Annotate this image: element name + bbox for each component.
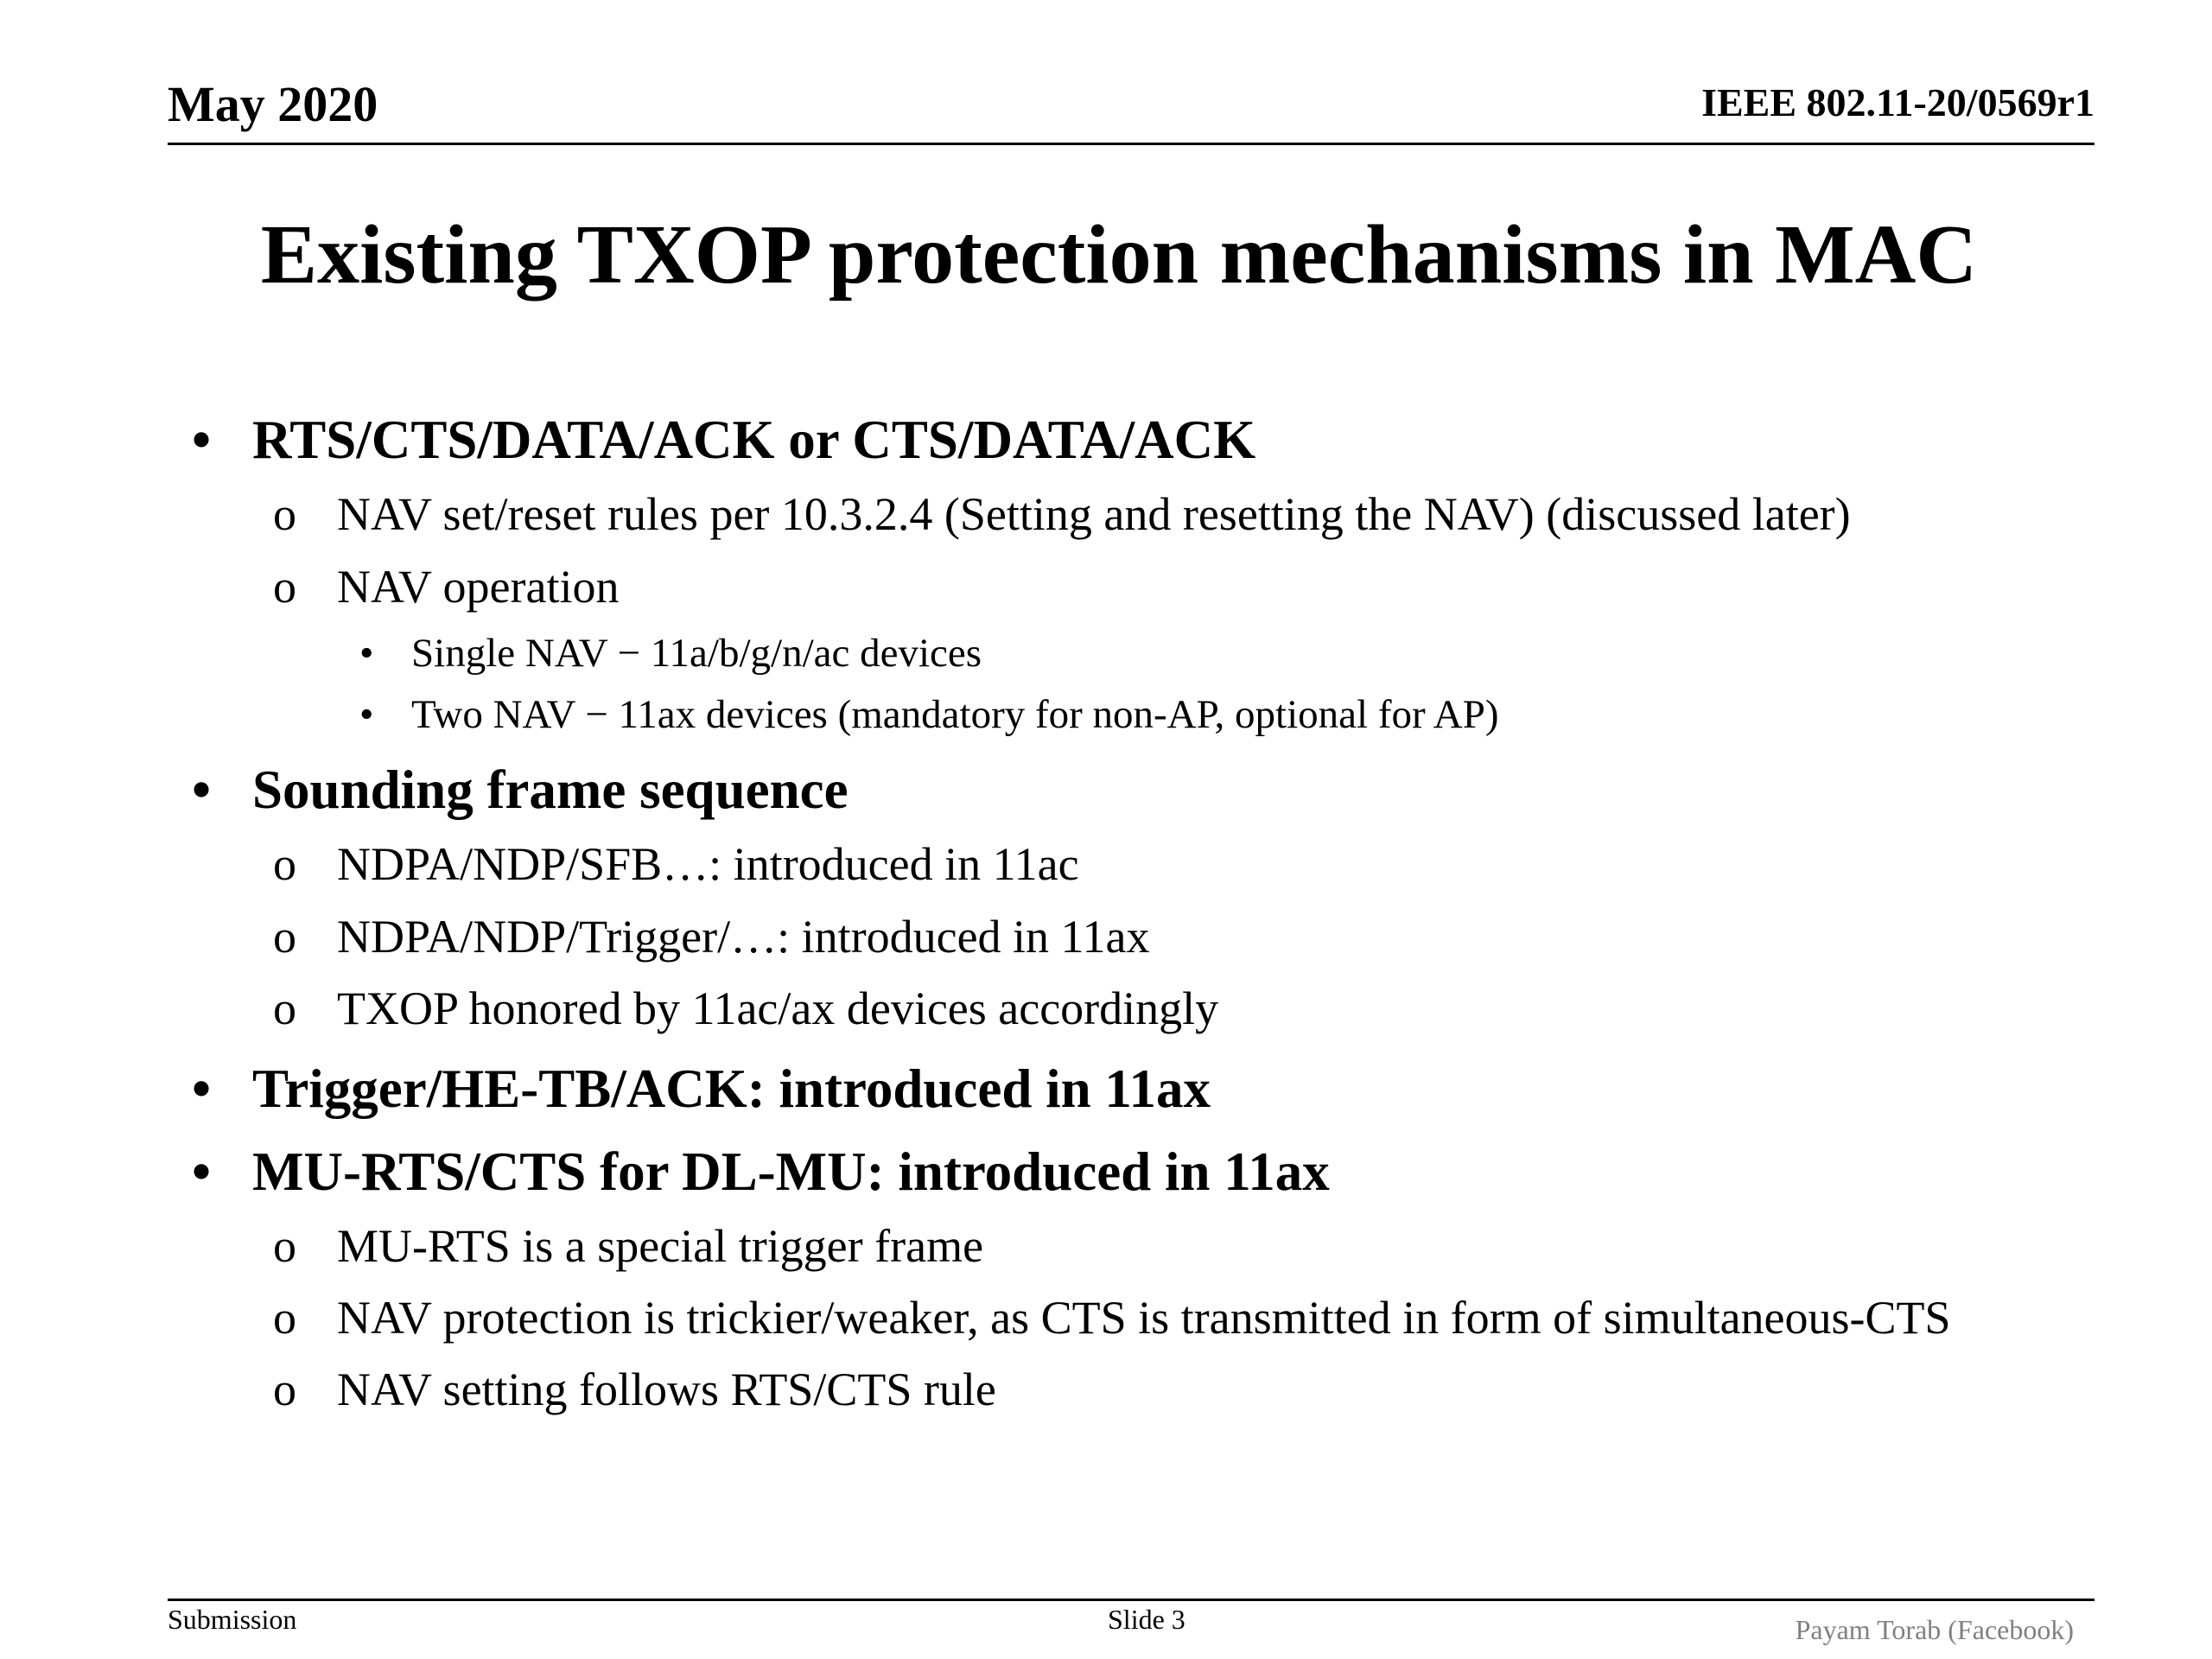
bullet-marker: o	[273, 1363, 296, 1415]
list-item-text: RTS/CTS/DATA/ACK or CTS/DATA/ACK	[252, 410, 1256, 470]
list-item-text: NDPA/NDP/SFB…: introduced in 11ac	[337, 838, 1079, 890]
list-item-text: Trigger/HE-TB/ACK: introduced in 11ax	[252, 1058, 1211, 1119]
list-item-text: Sounding frame sequence	[252, 760, 849, 820]
list-item: o NDPA/NDP/SFB…: introduced in 11ac	[273, 838, 1079, 890]
list-item: o NAV operation	[273, 561, 620, 613]
header-doc-id: IEEE 802.11-20/0569r1	[1701, 80, 2094, 124]
bullet-marker: o	[273, 488, 296, 540]
list-item-text: Two NAV − 11ax devices (mandatory for no…	[411, 692, 1499, 737]
header-divider	[168, 143, 2094, 145]
list-item-text: Single NAV − 11a/b/g/n/ac devices	[411, 631, 982, 676]
list-item-text: MU-RTS is a special trigger frame	[337, 1220, 984, 1272]
list-item: o NDPA/NDP/Trigger/…: introduced in 11ax	[273, 911, 1150, 963]
list-item: o MU-RTS is a special trigger frame	[273, 1220, 984, 1272]
bullet-marker: •	[192, 1141, 212, 1202]
footer-slide-number: Slide 3	[1108, 1604, 1185, 1635]
list-item: • RTS/CTS/DATA/ACK or CTS/DATA/ACK	[192, 410, 1256, 470]
list-item-text: NAV protection is trickier/weaker, as CT…	[337, 1292, 1951, 1344]
bullet-marker: o	[273, 911, 296, 963]
bullet-marker: o	[273, 1220, 296, 1272]
footer-divider	[168, 1599, 2094, 1601]
bullet-marker: •	[192, 410, 212, 470]
footer-submission: Submission	[168, 1604, 297, 1635]
list-item-text: TXOP honored by 11ac/ax devices accordin…	[337, 982, 1219, 1034]
list-item-text: NDPA/NDP/Trigger/…: introduced in 11ax	[337, 911, 1150, 963]
list-item: • Two NAV − 11ax devices (mandatory for …	[359, 692, 1499, 737]
bullet-marker: o	[273, 982, 296, 1034]
header-date: May 2020	[168, 76, 378, 132]
list-item: o TXOP honored by 11ac/ax devices accord…	[273, 982, 1219, 1034]
list-item-text: MU-RTS/CTS for DL-MU: introduced in 11ax	[252, 1141, 1330, 1202]
slide-title: Existing TXOP protection mechanisms in M…	[260, 208, 1978, 302]
list-item: o NAV setting follows RTS/CTS rule	[273, 1363, 996, 1415]
list-item: • Single NAV − 11a/b/g/n/ac devices	[359, 631, 982, 676]
list-item-text: NAV setting follows RTS/CTS rule	[337, 1363, 996, 1415]
bullet-marker: •	[192, 760, 212, 820]
list-item: o NAV protection is trickier/weaker, as …	[273, 1292, 1951, 1344]
list-item-text: NAV operation	[337, 561, 620, 613]
list-item-text: NAV set/reset rules per 10.3.2.4 (Settin…	[337, 488, 1851, 540]
bullet-marker: •	[359, 692, 374, 737]
footer-author: Payam Torab (Facebook)	[1795, 1614, 2074, 1645]
list-item: • Trigger/HE-TB/ACK: introduced in 11ax	[192, 1062, 1211, 1116]
bullet-marker: •	[359, 631, 374, 676]
list-item: • MU-RTS/CTS for DL-MU: introduced in 11…	[192, 1145, 1330, 1199]
list-item: • Sounding frame sequence	[192, 760, 849, 820]
bullet-marker: o	[273, 838, 296, 890]
list-item: o NAV set/reset rules per 10.3.2.4 (Sett…	[273, 488, 1851, 540]
bullet-marker: o	[273, 561, 296, 613]
bullet-marker: o	[273, 1292, 296, 1344]
bullet-marker: •	[192, 1058, 212, 1119]
